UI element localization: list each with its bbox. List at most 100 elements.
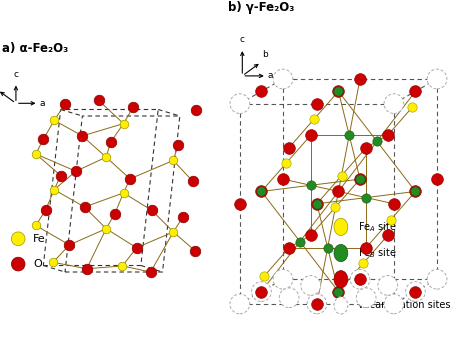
Point (147, 269, 155, 275)
Point (170, 229, 177, 235)
Point (335, 289, 342, 294)
Circle shape (11, 257, 25, 271)
Point (411, 189, 419, 194)
Point (49, 259, 57, 265)
Point (57, 173, 64, 178)
Point (32, 223, 39, 228)
Point (359, 261, 367, 266)
Point (335, 89, 342, 94)
Point (296, 239, 304, 244)
Circle shape (273, 269, 293, 289)
Point (133, 245, 140, 251)
Circle shape (230, 94, 250, 113)
Circle shape (384, 294, 404, 314)
Point (61, 101, 69, 107)
Text: a) α-Fe₂O₃: a) α-Fe₂O₃ (2, 42, 69, 55)
Point (411, 189, 419, 194)
Point (191, 248, 199, 254)
Point (118, 263, 126, 269)
Circle shape (334, 218, 348, 236)
Text: c: c (240, 35, 245, 44)
Point (179, 214, 187, 220)
Point (192, 107, 200, 113)
Point (65, 242, 73, 248)
Circle shape (378, 276, 398, 295)
Text: Fe$_B$ site: Fe$_B$ site (358, 246, 397, 260)
Circle shape (273, 69, 293, 89)
Text: a: a (39, 99, 45, 108)
Circle shape (307, 294, 327, 314)
Point (236, 201, 244, 207)
Point (324, 245, 331, 251)
Point (39, 136, 47, 142)
Circle shape (334, 297, 348, 314)
Circle shape (334, 244, 348, 262)
Point (356, 176, 364, 182)
Point (126, 176, 134, 181)
Point (332, 205, 339, 210)
Point (313, 201, 320, 207)
Point (81, 204, 88, 210)
Point (120, 190, 128, 196)
Point (285, 245, 293, 251)
Point (285, 145, 293, 150)
Point (170, 158, 177, 163)
Point (107, 140, 114, 145)
Point (148, 207, 155, 213)
Point (310, 117, 318, 122)
Point (356, 176, 364, 182)
Text: b: b (262, 50, 268, 59)
Circle shape (427, 69, 447, 89)
Text: vacant cation sites: vacant cation sites (358, 300, 451, 311)
Point (387, 217, 394, 222)
Point (362, 145, 370, 150)
Point (83, 266, 91, 272)
Point (362, 245, 370, 251)
Point (129, 104, 137, 110)
Point (313, 201, 320, 207)
Circle shape (350, 269, 370, 289)
Point (373, 139, 381, 144)
Point (72, 169, 80, 174)
Circle shape (427, 269, 447, 289)
Point (32, 151, 39, 157)
Circle shape (301, 276, 320, 295)
Point (346, 132, 353, 138)
Point (282, 161, 290, 166)
Point (384, 132, 392, 138)
Point (313, 301, 320, 307)
Circle shape (406, 282, 425, 302)
Point (102, 154, 110, 160)
Circle shape (334, 270, 348, 288)
Point (335, 289, 342, 294)
Point (79, 133, 86, 139)
Point (313, 101, 320, 106)
Point (362, 195, 370, 200)
Text: Fe: Fe (33, 234, 46, 244)
Point (258, 189, 265, 194)
Point (174, 142, 182, 148)
Point (390, 201, 398, 207)
Point (411, 89, 419, 94)
Point (258, 189, 265, 194)
Point (50, 118, 58, 123)
Point (433, 176, 441, 182)
Text: O: O (33, 259, 42, 269)
Point (307, 183, 315, 188)
Point (50, 187, 58, 192)
Point (261, 273, 268, 279)
Circle shape (252, 282, 271, 302)
Point (307, 232, 315, 238)
Point (111, 211, 118, 216)
Point (258, 289, 265, 294)
Point (189, 179, 197, 184)
Circle shape (384, 94, 404, 113)
Circle shape (279, 288, 299, 307)
Point (409, 104, 416, 110)
Point (120, 121, 128, 126)
Text: b) γ-Fe₂O₃: b) γ-Fe₂O₃ (228, 1, 294, 14)
Text: c: c (13, 70, 18, 79)
Point (335, 89, 342, 94)
Text: Fe$_A$ site: Fe$_A$ site (358, 220, 397, 234)
Point (258, 89, 265, 94)
